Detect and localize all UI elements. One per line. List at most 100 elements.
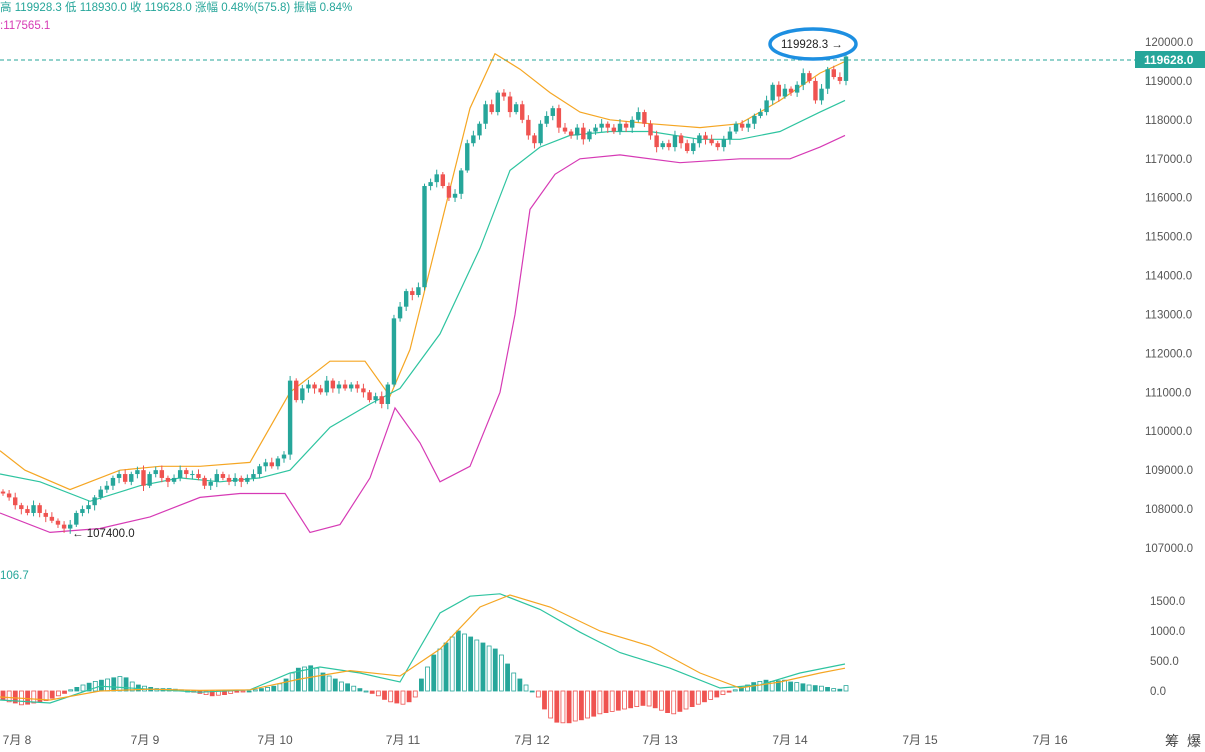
macd-axis[interactable]: 1500.0 1000.0 500.0 0.0 [1150,596,1185,698]
macd-histogram-bar [628,690,634,709]
highlight-circle [768,27,858,61]
high-marker: 119928.3 → [781,39,843,51]
macd-histogram-bar [732,689,738,692]
macd-tick-label: 0.0 [1150,686,1166,698]
candle-body [196,474,201,478]
time-axis[interactable]: 7月 8 7月 9 7月 10 7月 11 7月 12 7月 13 7月 14 7月 15 7月… [3,733,1068,747]
macd-histogram-bar [363,690,369,693]
macd-histogram-bar [437,648,443,692]
liquidation-icon[interactable]: 爆 [1187,733,1201,749]
macd-histogram-bar [117,676,123,692]
macd-histogram-bar [111,677,117,692]
macd-histogram-bar [837,688,843,692]
candle-body [49,516,55,521]
macd-histogram-bar [480,642,486,692]
macd-histogram-bar [234,690,240,693]
macd-histogram-bar [326,675,332,692]
macd-histogram-bar [240,690,246,693]
candle-body [556,108,562,128]
date-label: 7月 8 [3,733,32,747]
macd-histogram-bar [806,684,812,692]
date-label: 7月 13 [642,733,678,747]
macd-histogram-bar [689,690,695,708]
candle-body [837,77,843,81]
macd-histogram-bar [351,685,357,692]
chips-icon[interactable]: 筹 [1165,733,1179,749]
candle-body [159,470,165,478]
last-price-tag-bg [1135,51,1205,68]
candle-body [629,119,635,128]
candle-body [739,123,745,128]
candle-body [37,505,42,513]
macd-histogram-bar [708,690,714,700]
macd-histogram-bar [68,689,74,692]
price-tick-label: 115000.0 [1145,232,1192,244]
macd-histogram-bar [615,690,621,711]
candle-body [226,477,232,482]
macd-histogram-bar [339,681,344,692]
macd-histogram-bar [332,678,338,692]
macd-histogram-bar [542,690,547,710]
macd-histogram-bar [517,678,523,692]
candle-body [403,291,409,307]
candle-body [520,104,525,120]
candle-body [678,135,684,144]
macd-histogram-bar [511,672,517,692]
macd-histogram-bar [203,690,209,695]
macd-histogram-bar [43,690,49,702]
candle-body [782,88,788,97]
price-tick-label: 119000.0 [1145,76,1192,88]
candle-body [581,127,586,140]
candle-body [483,104,488,124]
boll-lower-line [0,134,846,534]
macd-histogram-bar [246,690,252,693]
macd-histogram-bar [129,681,135,692]
macd-histogram-bar [609,690,615,712]
macd-histogram-bar [597,690,603,715]
price-tick-label: 112000.0 [1145,348,1192,360]
candle-body [324,380,329,393]
macd-histogram-bar [123,677,129,692]
macd-histogram-bar [788,681,794,692]
candle-body [526,119,531,136]
candle-body [794,84,800,93]
candle-body [135,470,140,475]
macd-histogram-bar [714,690,720,698]
candle-body [507,96,513,113]
candle-body [648,123,653,136]
candle-body [471,135,476,144]
macd-histogram-bar [702,690,707,703]
candle-body [575,127,580,136]
candle-body [654,135,659,148]
candle-body [758,112,763,116]
candle-body [61,524,67,529]
macd-histogram-bar [12,690,18,704]
candle-body [6,493,12,498]
candle-body [342,384,348,389]
candle-body [538,123,543,144]
macd-histogram-bar [677,690,683,712]
candle-body [318,388,323,393]
macd-histogram-bar [843,685,849,692]
macd-histogram-bar [449,636,455,692]
price-axis[interactable]: 120000.0 119000.0 118000.0 117000.0 116000.0… [1145,37,1193,555]
candle-body [458,170,464,194]
macd-histogram-bar [277,683,283,692]
candle-body [31,505,36,513]
candle-body [733,123,739,132]
macd-histogram-bar [560,690,566,724]
candle-body [684,143,690,151]
candle-body [697,135,702,144]
macd-histogram-bar [634,690,640,708]
macd-histogram-bar [505,663,510,692]
candle-body [92,497,97,506]
candle-body [666,143,672,148]
macd-histogram-bar [462,633,467,692]
candle-body [385,384,391,404]
macd-histogram-bar [591,690,597,717]
candle-body [122,474,128,482]
macd-histogram-bar [659,690,664,711]
candle-body [807,73,812,81]
candle-body [440,174,446,187]
